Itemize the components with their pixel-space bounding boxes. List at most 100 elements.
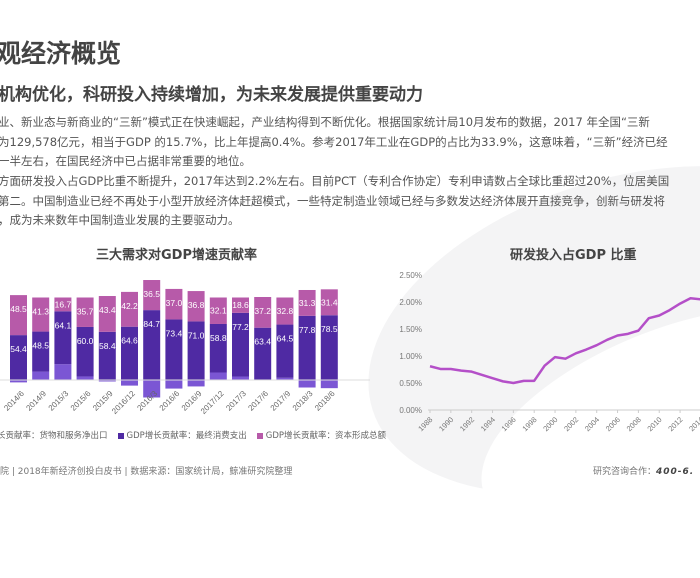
bar-segment (298, 315, 316, 380)
bar-segment (254, 327, 272, 380)
x-tick-label: 2012 (666, 415, 684, 433)
bar-chart-legend: 长贡献率：货物和服务净出口 GDP增长贡献率：最终消费支出 GDP增长贡献率：资… (0, 429, 386, 441)
bar-data-label: 43.4 (99, 305, 116, 315)
bar-segment (165, 380, 183, 389)
text-line: 一半左右，在国民经济中已占据非常重要的地位。 (0, 154, 251, 168)
y-tick-label: 0.50% (399, 379, 422, 388)
bar-data-label: 84.7 (143, 319, 160, 329)
legend-item-consumption: GDP增长贡献率：最终消费支出 (117, 429, 247, 441)
footer-contact: 研究咨询合作：400-6. (593, 464, 694, 477)
bar-data-label: 73.4 (166, 328, 183, 338)
text-line: 为129,578亿元，相当于GDP 的15.7%，比上年提高0.4%。参考201… (0, 134, 668, 149)
x-tick-label: 2017/12 (199, 389, 226, 416)
line-chart: 0.00%0.50%1.00%1.50%2.00%2.50%1988 1990 19… (399, 271, 700, 433)
bar-data-label: 35.7 (77, 307, 94, 317)
bar-data-label: 58.4 (99, 341, 116, 351)
bar-segment (276, 324, 294, 378)
bar-segment (232, 312, 249, 377)
bar-segment (276, 377, 294, 380)
bar-segment (143, 280, 161, 311)
bar-segment (320, 380, 338, 389)
bar-segment (187, 291, 205, 322)
bar-segment (209, 372, 227, 380)
footer-source: 院 | 2018年新经济创投白皮书 | 数据来源：国家统计局，鲸准研究院整理 (0, 467, 293, 477)
bar-segment (54, 364, 72, 380)
x-tick-label: 2016/6 (158, 389, 182, 413)
x-tick-label: 2018/6 (313, 389, 337, 413)
bar-segment (254, 297, 272, 328)
legend-label: 长贡献率：货物和服务净出口 (0, 431, 108, 441)
bar-data-label: 77.2 (232, 322, 249, 332)
bar-segment (54, 311, 72, 365)
x-tick-label: 2004 (583, 415, 601, 433)
y-tick-label: 2.00% (399, 298, 422, 307)
paragraph-new-economy: 业、新业态与新商业的“三新”模式正在快速崛起，产业结构得到不断优化。根据国家统计… (0, 113, 668, 172)
contact-label: 研究咨询合作： (593, 467, 657, 477)
legend-item-capital: GDP增长贡献率：资本形成总额 (256, 429, 387, 441)
legend-label: GDP增长贡献率：资本形成总额 (265, 431, 387, 441)
x-tick-label: 1990 (437, 415, 455, 433)
x-tick-label: 1992 (458, 415, 476, 433)
x-tick-label: 2017/9 (269, 389, 293, 413)
bar-segment (10, 295, 27, 336)
bar-segment (32, 331, 50, 372)
x-tick-label: 1994 (479, 415, 497, 433)
paragraph-rnd: 方面研发投入占GDP比重不断提升，2017年达到2.2%左右。目前PCT（专利合… (0, 172, 669, 231)
bar-segment (10, 335, 27, 380)
legend-swatch (256, 432, 263, 439)
bar-segment (320, 289, 338, 316)
bar-segment (165, 288, 183, 320)
bar-segment (10, 380, 27, 383)
legend-item-net-export: 长贡献率：货物和服务净出口 (0, 429, 108, 441)
bar-segment (298, 289, 316, 316)
x-tick-label: 1996 (500, 415, 518, 433)
bar-data-label: 64.1 (55, 320, 72, 330)
bar-data-label: 37.0 (166, 298, 183, 308)
x-tick-label: 2010 (645, 415, 663, 433)
x-tick-label: 2018/3 (291, 389, 315, 413)
bar-segment (232, 376, 249, 380)
bar-segment (165, 319, 183, 380)
x-tick-label: 2006 (604, 415, 622, 433)
x-tick-label: 1998 (520, 415, 538, 433)
bar-segment (98, 380, 116, 382)
bar-data-label: 60.0 (77, 336, 94, 346)
bar-data-label: 32.1 (210, 306, 227, 316)
legend-swatch (117, 432, 124, 439)
y-tick-label: 0.00% (399, 406, 422, 415)
bar-segment (143, 310, 161, 380)
text-line: 方面研发投入占GDP比重不断提升，2017年达到2.2%左右。目前PCT（专利合… (0, 174, 670, 188)
bar-chart-title: 三大需求对GDP增速贡献率 (96, 248, 257, 263)
y-tick-label: 1.00% (399, 352, 422, 361)
bar-segment (276, 297, 294, 325)
bar-data-label: 64.6 (121, 336, 138, 346)
bar-data-label: 31.3 (299, 298, 316, 308)
bar-segment (232, 297, 249, 313)
bar-segment (209, 297, 227, 324)
text-line: ，成为未来数年中国制造业发展的主要驱动力。 (0, 213, 240, 227)
legend-label: GDP增长贡献率：最终消费支出 (126, 431, 247, 441)
contact-phone: 400-6. (656, 467, 695, 477)
bar-data-label: 48.5 (10, 304, 27, 314)
bar-data-label: 42.2 (121, 301, 138, 311)
bar-data-label: 48.5 (32, 341, 49, 351)
bar-data-label: 18.6 (232, 300, 249, 310)
bar-segment (32, 371, 50, 380)
x-tick-label: 2014/9 (24, 389, 48, 413)
bar-segment (187, 321, 205, 380)
bar-data-label: 36.5 (143, 289, 160, 299)
page-subtitle: 机构优化，科研投入持续增加，为未来发展提供重要动力 (0, 85, 423, 105)
bar-data-label: 36.8 (188, 300, 205, 310)
x-tick-label: 2017/6 (246, 389, 270, 413)
bar-segment (121, 380, 138, 386)
x-tick-label: 2015/6 (69, 389, 93, 413)
bar-segment (298, 380, 316, 388)
bar-segment (187, 380, 205, 387)
x-tick-label: 2014/6 (2, 389, 26, 413)
bar-data-label: 54.4 (10, 344, 27, 354)
x-tick-label: 2014 (687, 415, 700, 433)
x-tick-label: 2008 (625, 415, 643, 433)
bar-segment (98, 331, 116, 380)
bar-segment (32, 297, 50, 332)
page-title: 观经济概览 (0, 39, 122, 68)
